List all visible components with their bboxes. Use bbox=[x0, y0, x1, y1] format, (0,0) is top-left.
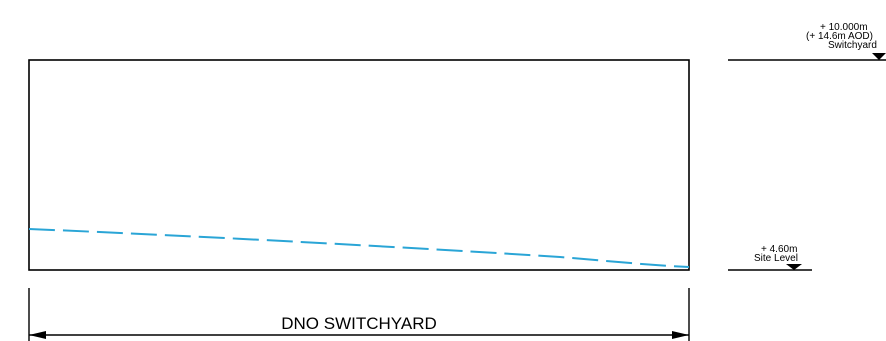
width-dimension: DNO SWITCHYARD bbox=[28, 288, 690, 341]
arrow-left-icon bbox=[29, 331, 46, 339]
level-site-line1: + 4.60m bbox=[761, 244, 797, 255]
level-marker-site: + 4.60m Site Level bbox=[728, 244, 812, 271]
switchyard-outline bbox=[28, 59, 690, 271]
level-site-line2: Site Level bbox=[754, 253, 798, 264]
level-top-line3: Switchyard bbox=[828, 40, 877, 51]
level-top-line1: + 10.000m bbox=[820, 22, 868, 33]
arrow-right-icon bbox=[672, 331, 689, 339]
level-triangle-icon bbox=[872, 53, 886, 60]
level-top-line2: (+ 14.6m AOD) bbox=[806, 31, 873, 42]
level-triangle-icon bbox=[786, 264, 802, 270]
ground-profile-line bbox=[28, 228, 690, 268]
building-label: DNO SWITCHYARD bbox=[281, 314, 437, 333]
level-marker-switchyard: + 10.000m (+ 14.6m AOD) Switchyard bbox=[728, 22, 886, 61]
